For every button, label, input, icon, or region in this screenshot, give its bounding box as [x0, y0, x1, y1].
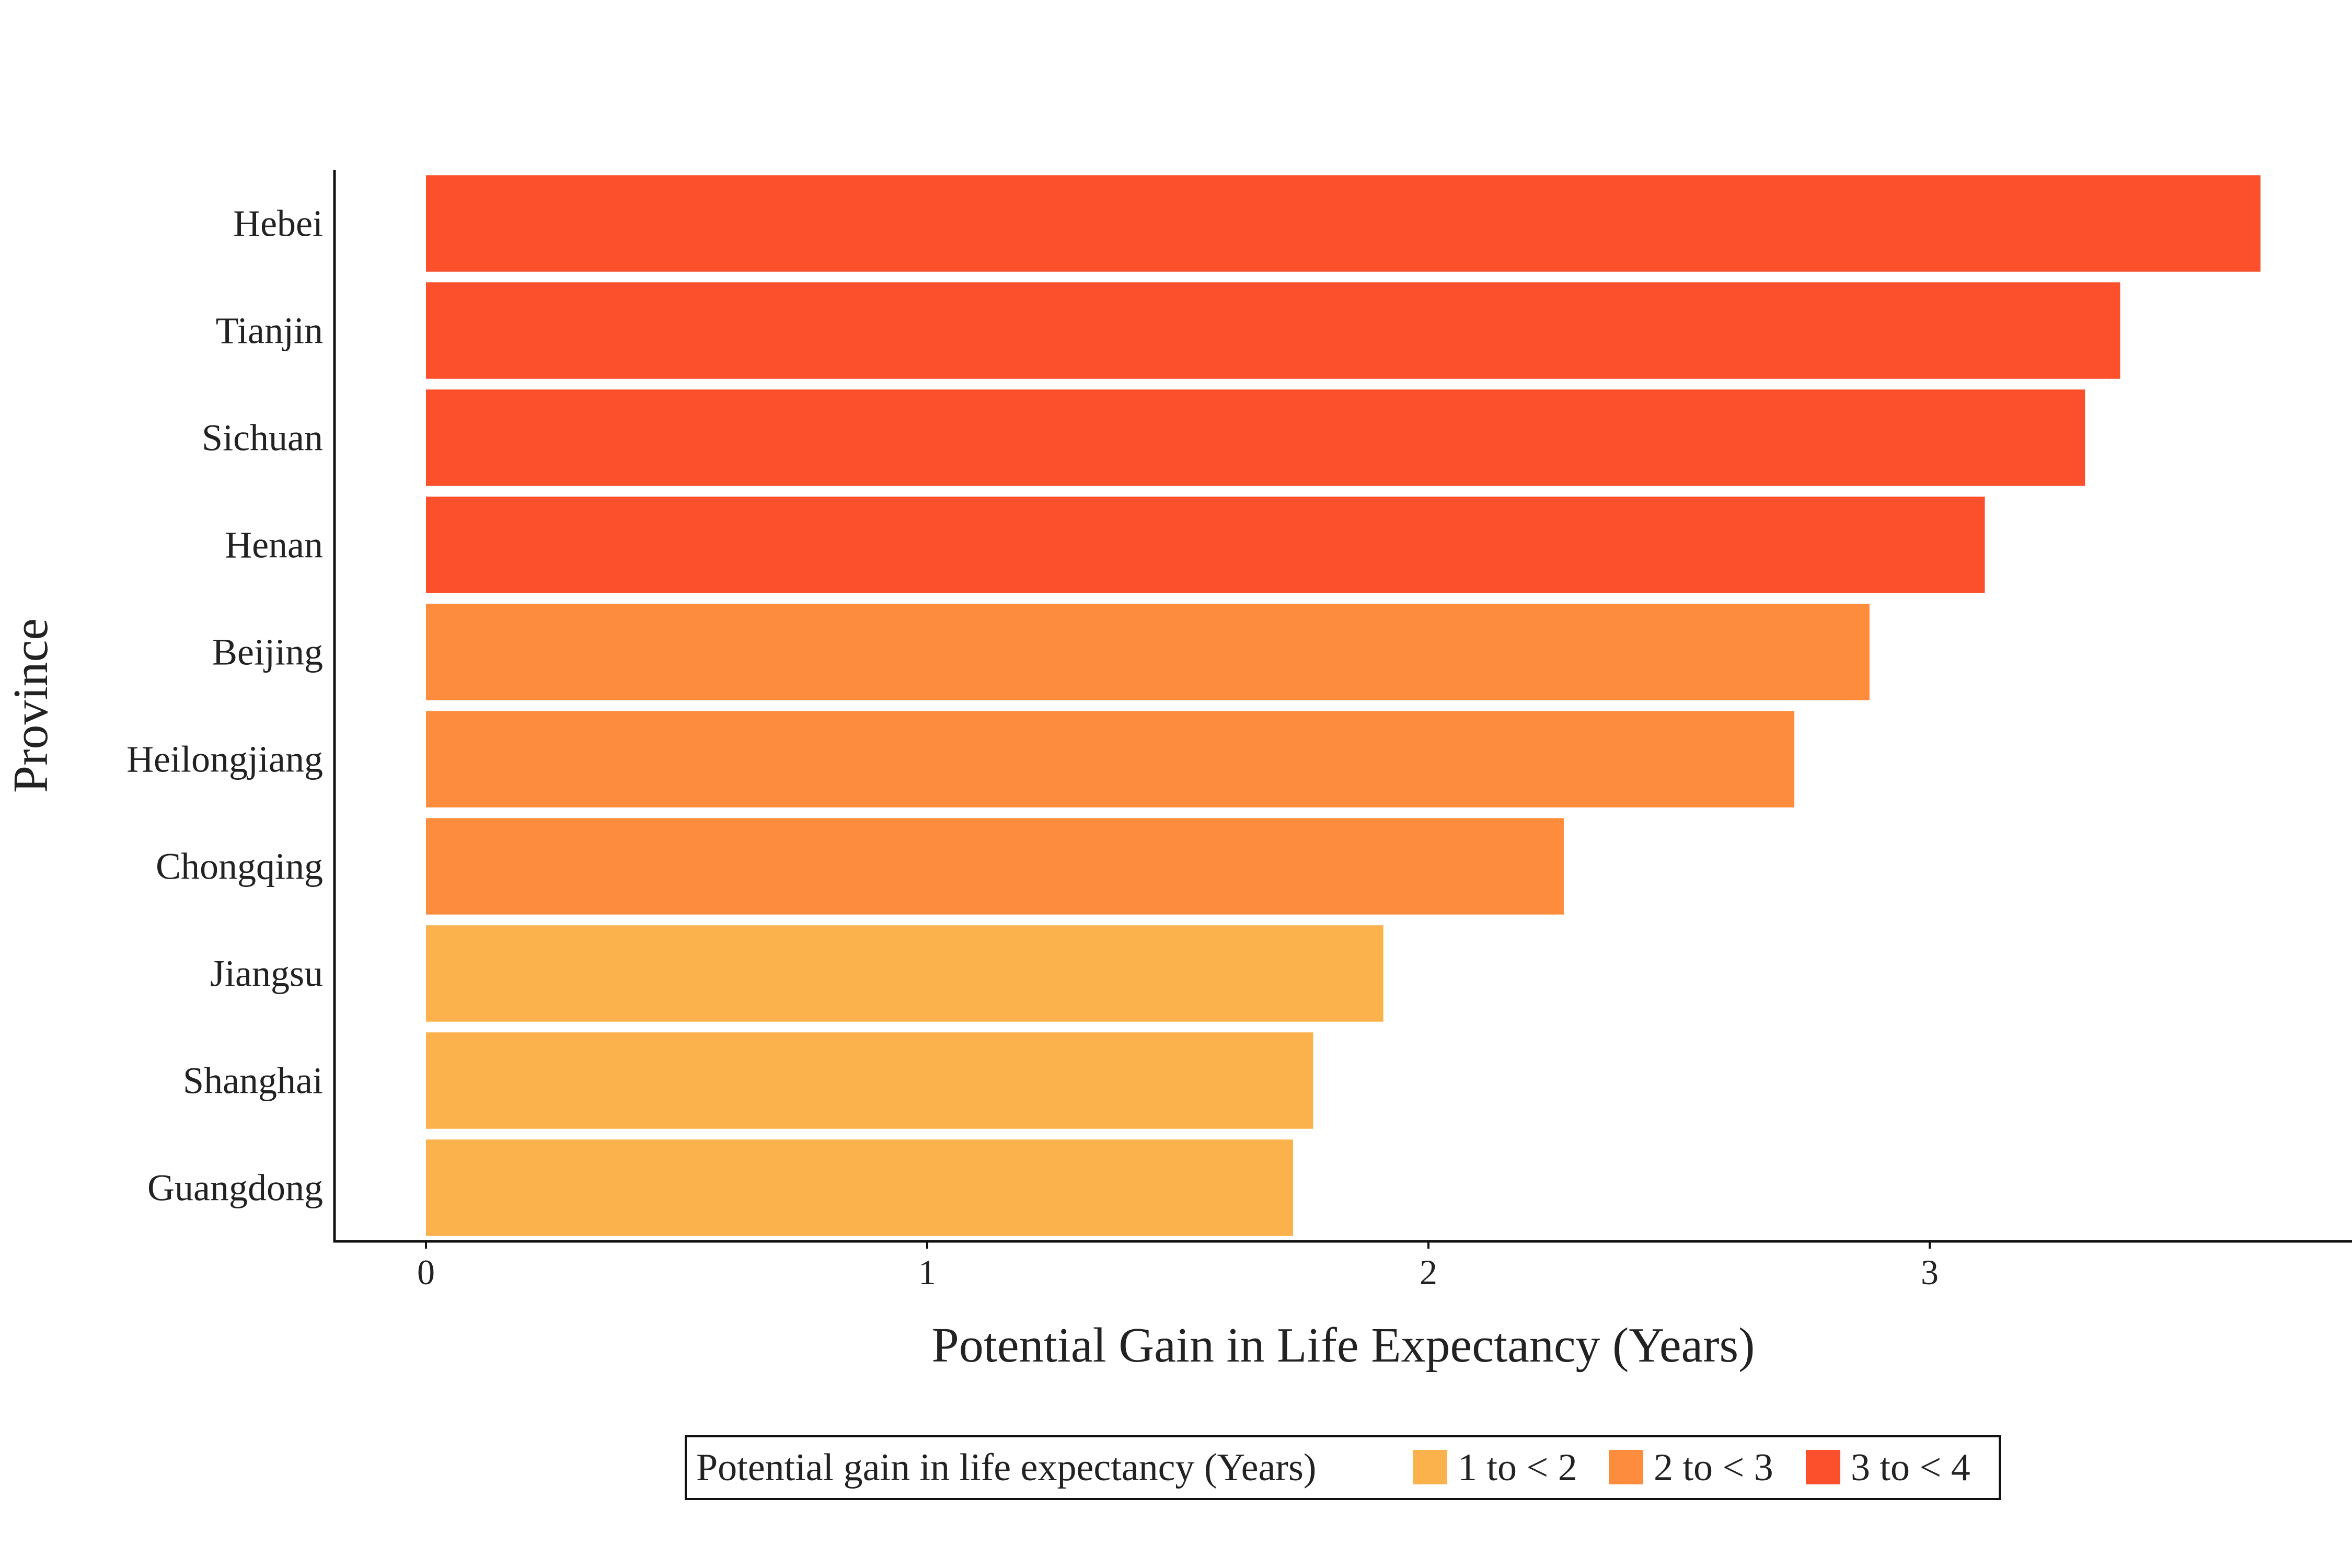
- legend: Potential gain in life expectancy (Years…: [685, 1435, 2001, 1500]
- category-label: Heilongjiang: [126, 739, 323, 780]
- category-label: Jiangsu: [210, 953, 323, 995]
- legend-entry-label: 3 to < 4: [1851, 1446, 1970, 1489]
- category-label: Shanghai: [183, 1060, 323, 1102]
- x-tick-label: 2: [1420, 1252, 1437, 1292]
- legend-key-swatch: [1413, 1450, 1447, 1484]
- bar-guangdong: [426, 1139, 1294, 1236]
- bar-chongqing: [426, 818, 1564, 915]
- category-labels: Hebei Tianjin Sichuan Henan Beijing Heilongji…: [126, 203, 323, 1209]
- y-axis-title: Province: [4, 618, 58, 793]
- category-label: Guangdong: [147, 1167, 323, 1209]
- legend-entry-label: 1 to < 2: [1458, 1446, 1577, 1489]
- x-tick-label: 1: [918, 1252, 936, 1292]
- x-tick-label: 3: [1921, 1252, 1939, 1292]
- bar-sichuan: [426, 389, 2085, 486]
- x-axis-ticks: 0 1 2 3: [417, 1241, 1939, 1292]
- bar-beijing: [426, 604, 1870, 700]
- bar-tianjin: [426, 282, 2120, 379]
- legend-key-swatch: [1609, 1450, 1643, 1484]
- category-label: Hebei: [233, 203, 323, 245]
- legend-title: Potential gain in life expectancy (Years…: [696, 1446, 1316, 1489]
- category-label: Sichuan: [202, 417, 323, 459]
- x-axis-title: Potential Gain in Life Expectancy (Years…: [932, 1318, 1755, 1373]
- legend-box: [685, 1435, 2001, 1500]
- legend-key-swatch: [1806, 1450, 1840, 1484]
- bar-hebei: [426, 175, 2261, 272]
- x-tick-label: 0: [417, 1252, 435, 1292]
- category-label: Beijing: [212, 631, 323, 673]
- category-label: Tianjin: [216, 310, 323, 352]
- bars-group: [426, 175, 2261, 1236]
- legend-entries: 1 to < 2 2 to < 3 3 to < 4: [1413, 1446, 1970, 1489]
- bar-jiangsu: [426, 925, 1383, 1022]
- bar-heilongjiang: [426, 711, 1795, 808]
- category-label: Henan: [225, 524, 323, 566]
- bar-shanghai: [426, 1032, 1313, 1129]
- legend-entry-label: 2 to < 3: [1654, 1446, 1773, 1489]
- bar-henan: [426, 497, 1985, 593]
- category-label: Chongqing: [156, 846, 323, 887]
